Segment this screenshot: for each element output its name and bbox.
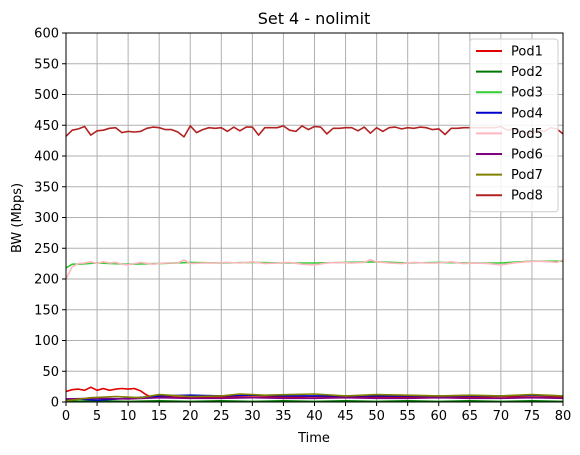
x-tick-label: 0 <box>62 409 70 424</box>
x-axis-ticks: 0 5 10 15 20 25 30 35 40 45 50 55 60 65 70 75 80 <box>62 402 571 424</box>
x-tick-label: 35 <box>275 409 292 424</box>
y-tick-label: 450 <box>34 119 59 134</box>
x-tick-label: 25 <box>213 409 230 424</box>
chart-title: Set 4 - nolimit <box>258 9 371 28</box>
y-tick-label: 0 <box>51 396 59 411</box>
legend-label-pod7: Pod7 <box>511 168 543 183</box>
x-tick-label: 80 <box>555 409 572 424</box>
y-tick-label: 500 <box>34 88 59 103</box>
x-tick-label: 60 <box>430 409 447 424</box>
y-axis-label: BW (Mbps) <box>10 183 25 253</box>
legend-label-pod3: Pod3 <box>511 86 543 101</box>
x-tick-label: 40 <box>306 409 323 424</box>
y-tick-label: 50 <box>42 365 59 380</box>
y-tick-label: 550 <box>34 57 59 72</box>
legend-label-pod5: Pod5 <box>511 127 543 142</box>
series-line-pod6 <box>65 396 564 400</box>
series-line-pod7 <box>65 393 564 402</box>
x-tick-label: 15 <box>151 409 168 424</box>
y-axis-ticks: 0 50 100 150 200 250 300 350 400 450 500 550 600 <box>34 27 66 411</box>
x-tick-label: 5 <box>93 409 101 424</box>
x-tick-label: 70 <box>493 409 510 424</box>
legend-label-pod4: Pod4 <box>511 106 543 121</box>
legend-label-pod6: Pod6 <box>511 148 543 163</box>
y-tick-label: 150 <box>34 303 59 318</box>
legend-box <box>469 38 559 213</box>
x-tick-label: 45 <box>337 409 354 424</box>
legend-label-pod8: Pod8 <box>511 189 543 204</box>
y-tick-label: 350 <box>34 180 59 195</box>
legend-label-pod1: Pod1 <box>511 45 543 60</box>
y-tick-label: 400 <box>34 150 59 165</box>
x-tick-label: 75 <box>524 409 541 424</box>
legend-label-pod2: Pod2 <box>511 65 543 80</box>
y-tick-label: 200 <box>34 273 59 288</box>
legend: Pod1 Pod2 Pod3 Pod4 Pod5 Pod6 Pod7 Pod8 <box>469 38 559 213</box>
x-tick-label: 50 <box>368 409 385 424</box>
x-tick-label: 55 <box>399 409 416 424</box>
x-tick-label: 30 <box>244 409 261 424</box>
series-line-pod5 <box>65 259 564 280</box>
x-tick-label: 10 <box>120 409 137 424</box>
x-tick-label: 65 <box>462 409 479 424</box>
series-line-pod2 <box>65 399 564 403</box>
x-tick-label: 20 <box>182 409 199 424</box>
y-tick-label: 300 <box>34 211 59 226</box>
y-tick-label: 100 <box>34 334 59 349</box>
y-tick-label: 250 <box>34 242 59 257</box>
y-tick-label: 600 <box>34 27 59 42</box>
x-axis-label: Time <box>297 431 330 446</box>
